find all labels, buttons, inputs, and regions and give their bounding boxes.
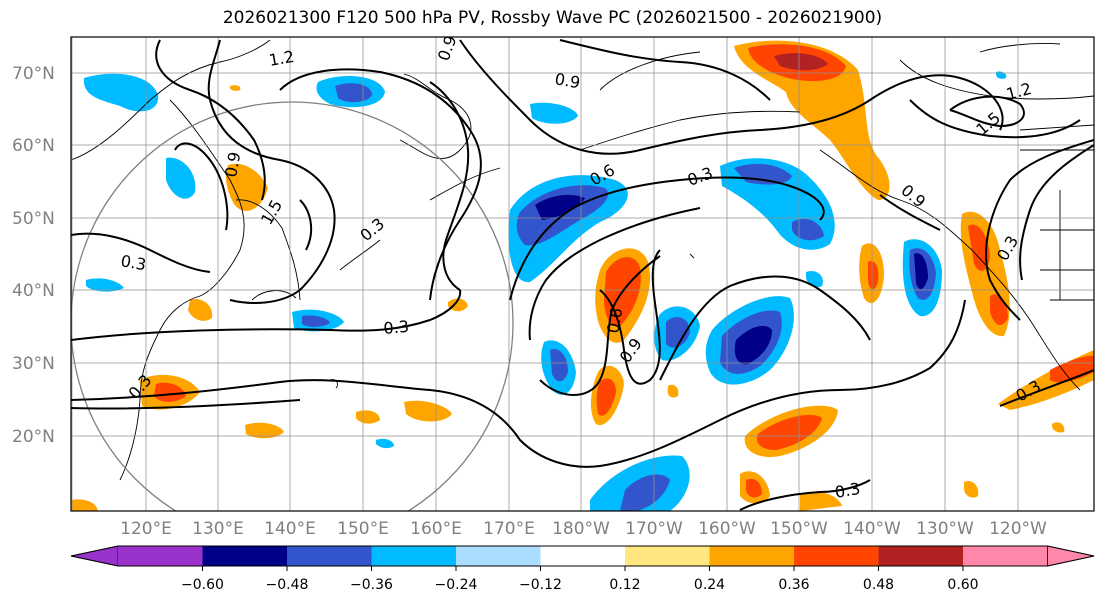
anomaly-positive — [245, 422, 284, 439]
anomaly-positive — [746, 478, 762, 498]
colorbar-segment — [70, 545, 119, 567]
anomaly-positive — [154, 382, 186, 402]
lon-label: 150°W — [770, 519, 828, 539]
colorbar-segment — [118, 546, 203, 566]
contour-label: 0.6 — [603, 306, 626, 334]
lat-label: 40°N — [12, 281, 55, 301]
coastlines — [71, 39, 1094, 481]
colorbar-segment — [456, 546, 541, 566]
lon-label: 130°E — [192, 519, 244, 539]
anomaly-negative — [792, 218, 824, 241]
pv-shading — [72, 40, 1094, 511]
colorbar-tick-label: −0.48 — [266, 577, 309, 593]
anomaly-positive — [1050, 355, 1094, 383]
colorbar-tick-label: −0.24 — [435, 577, 478, 593]
anomaly-positive — [226, 163, 268, 211]
contour-label: 1.2 — [267, 47, 295, 70]
anomaly-positive — [188, 298, 213, 321]
lat-label: 60°N — [12, 136, 55, 156]
anomaly-positive — [448, 298, 468, 312]
colorbar-tick-label: 0.60 — [947, 577, 978, 593]
anomaly-negative — [914, 253, 928, 290]
colorbar-tick-label: 0.12 — [609, 577, 640, 593]
anomaly-negative — [530, 102, 578, 124]
lat-label: 20°N — [12, 427, 55, 447]
anomaly-positive — [404, 400, 452, 422]
anomaly-positive — [667, 384, 679, 398]
colorbar-segment — [794, 546, 879, 566]
colorbar-segment — [202, 546, 287, 566]
anomaly-positive — [964, 480, 979, 498]
contour-label: 0.3 — [383, 317, 410, 338]
lat-label: 30°N — [12, 354, 55, 374]
colorbar-tick-label: 0.36 — [778, 577, 809, 593]
colorbar-segment — [540, 546, 625, 566]
colorbar-segment — [371, 546, 456, 566]
latitude-labels: 70°N 60°N 50°N 40°N 30°N 20°N — [12, 64, 55, 447]
reference-circle — [71, 101, 514, 511]
anomaly-positive — [756, 414, 822, 450]
lon-label: 170°E — [483, 519, 535, 539]
lon-label: 170°W — [625, 519, 683, 539]
lat-label: 70°N — [12, 64, 55, 84]
colorbar-tick-label: 0.24 — [694, 577, 725, 593]
anomaly-negative — [535, 194, 585, 220]
lon-label: 180°W — [552, 519, 610, 539]
anomaly-negative — [734, 325, 772, 365]
anomaly-positive — [734, 40, 890, 200]
colorbar-outline — [70, 545, 1095, 567]
lat-label: 50°N — [12, 209, 55, 229]
colorbar-tick-label: 0.48 — [863, 577, 894, 593]
lon-label: 160°E — [410, 519, 462, 539]
anomaly-positive — [868, 260, 879, 290]
gridlines — [71, 37, 1094, 511]
pv-contours — [71, 39, 1094, 511]
lon-label: 120°W — [989, 519, 1047, 539]
anomaly-negative — [550, 348, 568, 382]
colorbar-segment — [287, 546, 372, 566]
anomaly-positive — [774, 53, 828, 71]
anomaly-positive — [72, 499, 98, 511]
contour-label: 0.3 — [119, 251, 147, 274]
map-title: 2026021300 F120 500 hPa PV, Rossby Wave … — [222, 8, 883, 28]
colorbar-segment — [878, 546, 963, 566]
anomaly-positive — [230, 85, 241, 91]
colorbar-tick-label: −0.12 — [519, 577, 562, 593]
contour-label: 0.3 — [833, 479, 861, 502]
anomaly-negative — [376, 438, 394, 449]
lon-label: 120°E — [120, 519, 172, 539]
anomaly-positive — [1052, 422, 1065, 433]
anomaly-negative — [166, 157, 196, 199]
anomaly-positive — [800, 491, 842, 511]
colorbar: −0.60 −0.48 −0.36 −0.24 −0.12 0.12 0.24 … — [70, 545, 1095, 593]
lon-label: 160°W — [698, 519, 756, 539]
anomaly-negative — [302, 315, 330, 327]
colorbar-tick-label: −0.60 — [181, 577, 224, 593]
colorbar-segment — [709, 546, 794, 566]
lon-label: 140°E — [264, 519, 316, 539]
anomaly-negative — [620, 474, 670, 511]
longitude-labels: 120°E 130°E 140°E 150°E 160°E 170°E 180°… — [120, 519, 1047, 539]
colorbar-tick-label: −0.36 — [350, 577, 393, 593]
anomaly-positive — [596, 378, 616, 416]
lon-label: 140°W — [843, 519, 901, 539]
anomaly-negative — [83, 73, 159, 112]
anomaly-positive — [356, 410, 380, 424]
anomaly-negative — [666, 317, 690, 348]
anomaly-negative — [734, 163, 792, 185]
anomaly-positive — [968, 224, 990, 271]
colorbar-segment — [625, 546, 710, 566]
contour-label: 0.9 — [221, 150, 244, 178]
contour-label: 0.9 — [553, 69, 581, 92]
anomaly-negative — [86, 278, 124, 292]
plot-frame — [70, 36, 1095, 512]
lon-label: 150°E — [337, 519, 389, 539]
colorbar-segment — [963, 546, 1048, 566]
lon-label: 130°W — [916, 519, 974, 539]
colorbar-segment — [1047, 545, 1095, 567]
